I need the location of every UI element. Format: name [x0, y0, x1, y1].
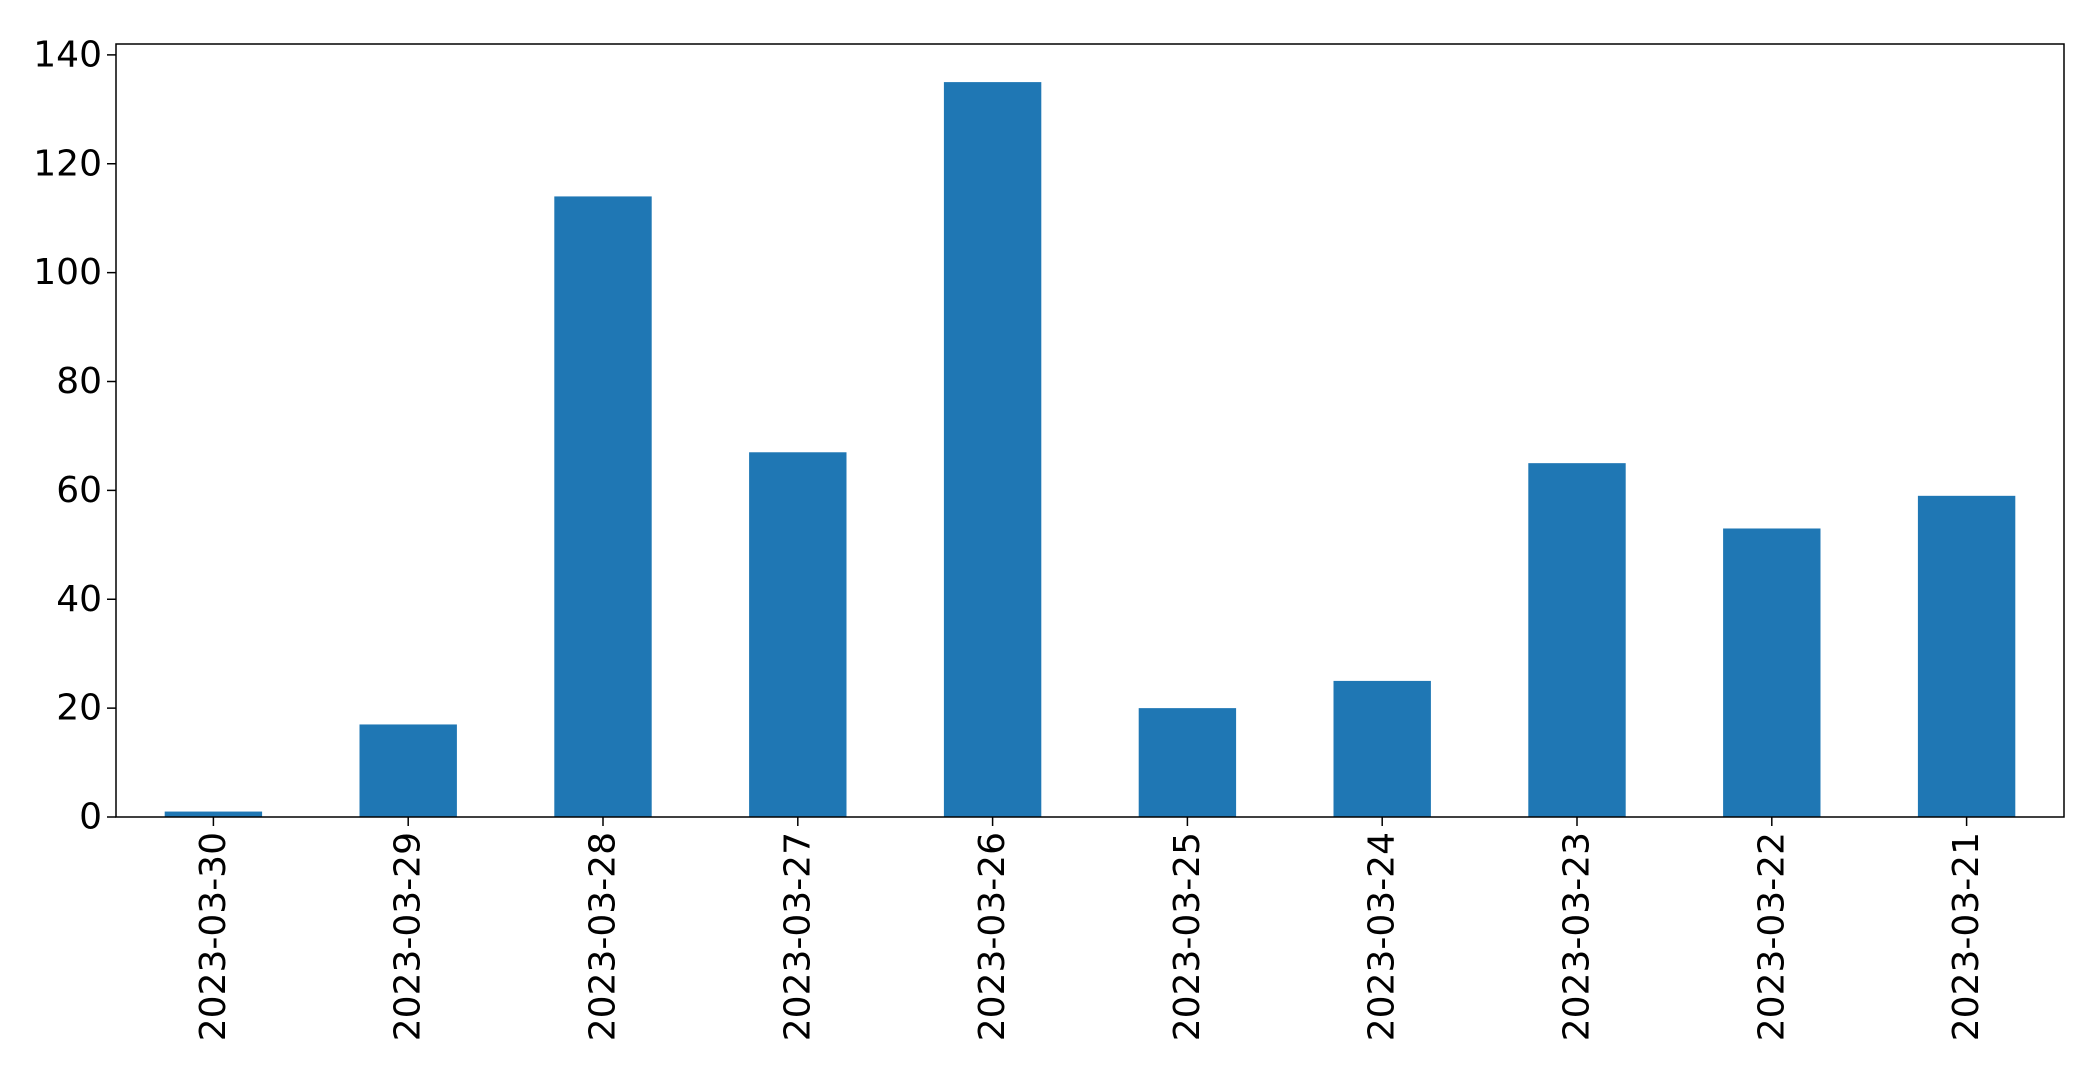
- x-axis: 2023-03-30 2023-03-29 2023-03-28 2023-03-27…: [193, 817, 1987, 1041]
- x-tick-label: 2023-03-26: [972, 832, 1013, 1041]
- bar: [359, 724, 457, 817]
- bar: [1333, 680, 1431, 817]
- bar: [749, 452, 847, 817]
- bar: [943, 82, 1042, 817]
- x-tick-label: 2023-03-22: [1751, 832, 1792, 1041]
- x-tick-label: 2023-03-21: [1946, 832, 1987, 1041]
- x-tick-label: 2023-03-23: [1557, 832, 1598, 1041]
- y-tick-label: 20: [56, 688, 102, 729]
- x-tick-label: 2023-03-29: [388, 832, 429, 1041]
- y-tick-label: 80: [56, 361, 102, 402]
- plot-frame: [115, 43, 2065, 818]
- bar: [1723, 528, 1821, 817]
- bars-group: [164, 82, 2016, 817]
- y-tick-label: 40: [56, 579, 102, 620]
- bar: [164, 811, 263, 817]
- x-tick-label: 2023-03-24: [1362, 832, 1403, 1041]
- x-tick-label: 2023-03-30: [193, 832, 234, 1041]
- y-tick-label: 60: [56, 470, 102, 511]
- x-tick-label: 2023-03-27: [777, 832, 818, 1041]
- y-tick-label: 120: [33, 143, 102, 184]
- bar: [1138, 708, 1237, 817]
- bar: [1528, 463, 1626, 817]
- y-tick-label: 100: [33, 252, 102, 293]
- x-tick-label: 2023-03-28: [583, 832, 624, 1041]
- y-tick-label: 0: [79, 797, 102, 838]
- y-axis: 0 20 40 60 80 100 120 140: [33, 34, 116, 838]
- bar: [1917, 495, 2016, 817]
- bar: [554, 196, 652, 817]
- x-tick-label: 2023-03-25: [1167, 832, 1208, 1041]
- y-tick-label: 140: [33, 34, 102, 75]
